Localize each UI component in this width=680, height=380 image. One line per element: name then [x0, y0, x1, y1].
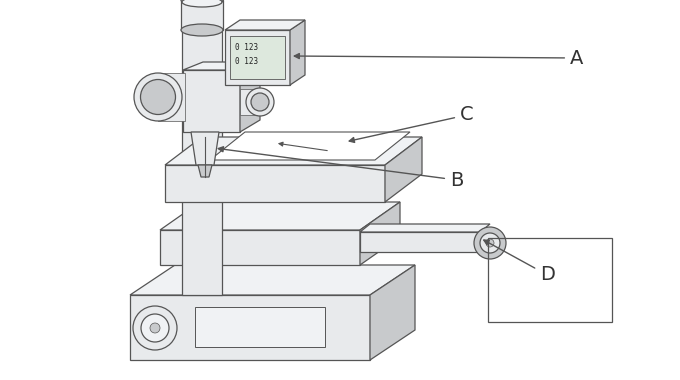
Polygon shape [183, 62, 260, 70]
Polygon shape [160, 202, 400, 230]
Polygon shape [240, 89, 260, 115]
Ellipse shape [251, 93, 269, 111]
Polygon shape [290, 20, 305, 85]
Polygon shape [165, 165, 385, 202]
Text: C: C [350, 106, 474, 142]
Ellipse shape [141, 79, 175, 114]
Text: A: A [294, 49, 583, 68]
Polygon shape [225, 30, 290, 85]
Polygon shape [191, 132, 219, 165]
Circle shape [486, 239, 494, 247]
Polygon shape [385, 137, 422, 202]
Bar [230, 36, 285, 79]
Polygon shape [130, 295, 370, 360]
Polygon shape [360, 232, 480, 252]
Polygon shape [183, 70, 240, 132]
Polygon shape [370, 265, 415, 360]
Polygon shape [198, 165, 212, 177]
Polygon shape [360, 202, 400, 265]
Polygon shape [360, 224, 490, 232]
Text: 0 123: 0 123 [235, 43, 258, 52]
Polygon shape [158, 73, 185, 121]
Polygon shape [130, 265, 415, 295]
Text: 0 123: 0 123 [235, 57, 258, 66]
Polygon shape [182, 30, 222, 295]
Polygon shape [181, 0, 223, 30]
Polygon shape [160, 230, 360, 265]
Polygon shape [210, 132, 410, 160]
Ellipse shape [181, 24, 223, 36]
Circle shape [141, 314, 169, 342]
Text: B: B [218, 147, 463, 190]
Ellipse shape [182, 0, 222, 7]
Ellipse shape [246, 88, 274, 116]
Circle shape [133, 306, 177, 350]
Circle shape [150, 323, 160, 333]
Circle shape [480, 233, 500, 253]
Polygon shape [240, 62, 260, 132]
Ellipse shape [134, 73, 182, 121]
Bar [195, 307, 325, 347]
Ellipse shape [181, 0, 223, 6]
Circle shape [474, 227, 506, 259]
Text: D: D [483, 240, 555, 285]
Polygon shape [225, 20, 305, 30]
Polygon shape [165, 137, 422, 165]
